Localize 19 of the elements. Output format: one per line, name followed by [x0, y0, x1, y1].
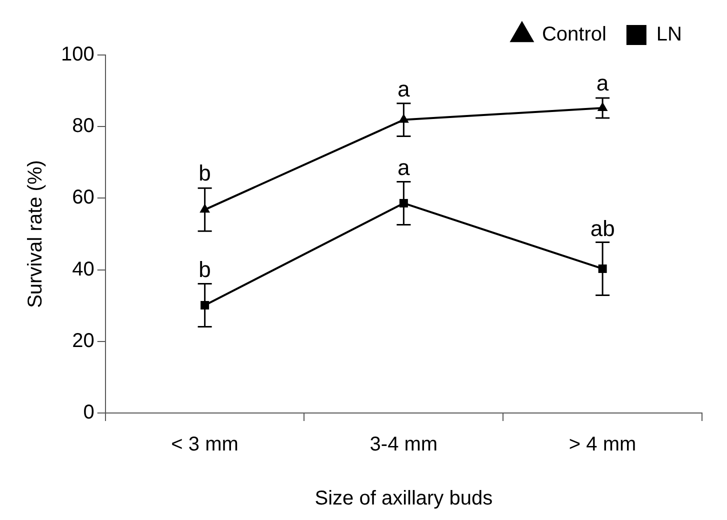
x-tick-label: > 4 mm	[568, 434, 636, 456]
annotation: ab	[590, 216, 615, 242]
y-tick-label: 0	[83, 402, 94, 424]
y-tick-label: 60	[72, 186, 94, 209]
y-tick-label: 20	[72, 330, 94, 352]
x-tick-label: < 3 mm	[171, 434, 238, 456]
annotation: a	[596, 70, 610, 96]
y-axis-title: Survival rate (%)	[24, 160, 47, 308]
legend-label: LN	[656, 24, 682, 46]
legend-label: Control	[542, 24, 606, 46]
x-tick-label: 3-4 mm	[370, 434, 438, 456]
y-tick-label: 100	[60, 44, 94, 66]
annotation: a	[398, 76, 411, 102]
annotation: b	[198, 160, 211, 186]
annotation: a	[398, 154, 411, 180]
annotation: b	[198, 257, 211, 282]
x-axis-title: Size of axillary buds	[314, 488, 493, 510]
y-tick-label: 40	[72, 258, 94, 280]
y-tick-label: 80	[72, 115, 94, 138]
